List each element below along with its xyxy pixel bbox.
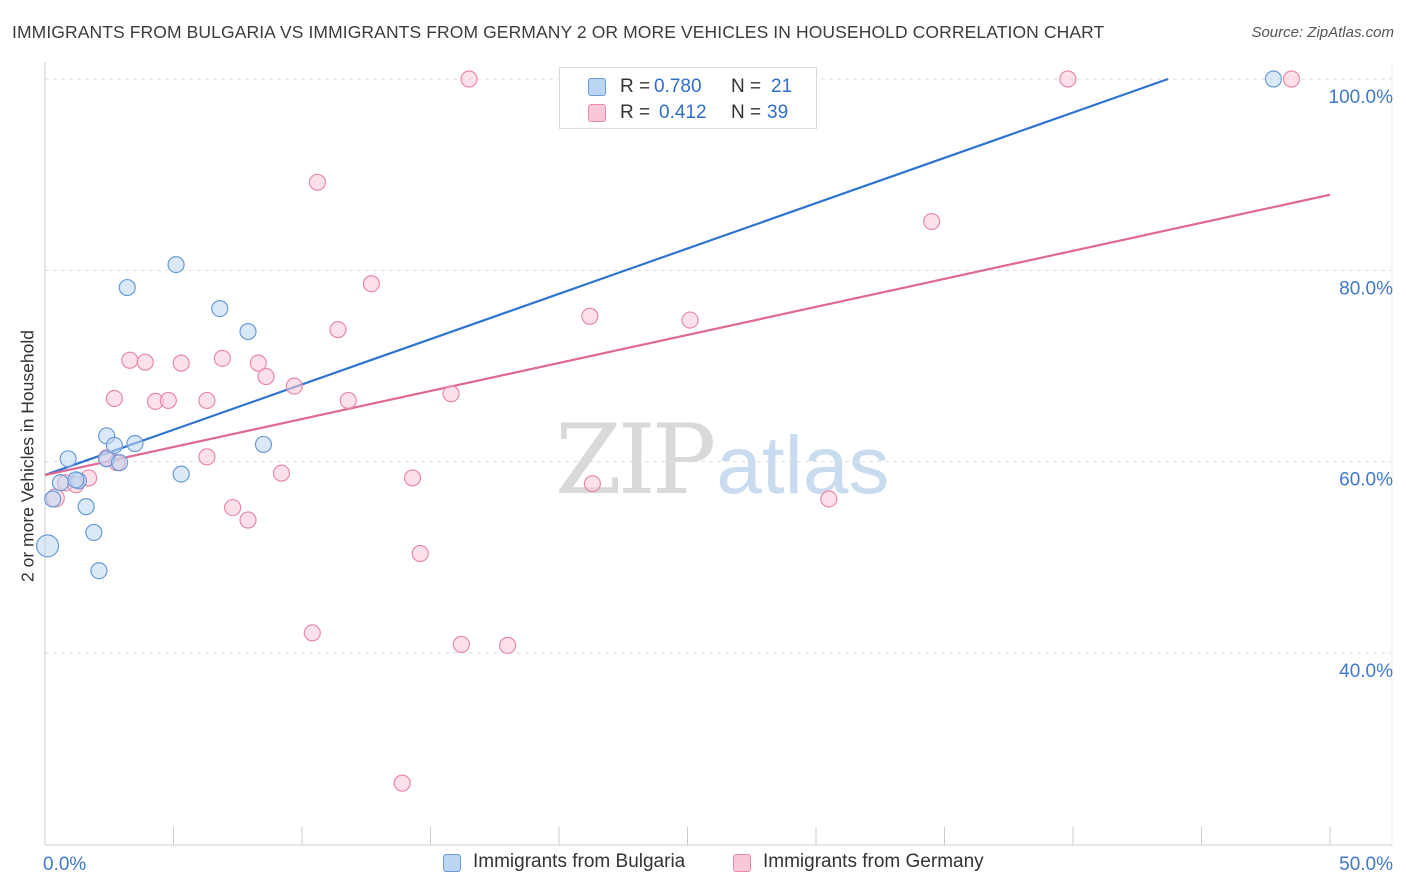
data-point-bulgaria [239,322,257,341]
y-axis-title: 2 or more Vehicles in Household [17,330,38,582]
axis-layer [44,62,1393,846]
data-point-germany [820,490,838,508]
data-point-germany [272,464,291,482]
y-tick-label: 40.0% [1339,661,1393,682]
data-point-germany [198,448,216,466]
bottom-legend-swatch-bulgaria [443,854,461,872]
data-point-germany [339,391,357,410]
data-point-germany [257,367,275,386]
data-point-germany [249,354,267,372]
correlation-legend: R = 0.780 N = 21 R = 0.412 N = 39 [559,67,817,129]
data-point-germany [1059,70,1077,88]
data-point-bulgaria [67,471,85,489]
legend-r-label: R = [620,102,651,123]
data-point-bulgaria [77,498,95,516]
data-point-germany [681,311,699,329]
legend-r-value: 0.780 [654,76,702,97]
y-tick-label: 100.0% [1329,87,1394,108]
data-point-germany [308,173,327,191]
data-point-germany [460,70,478,88]
data-point-germany [1282,70,1301,88]
bottom-legend-label-bulgaria: Immigrants from Bulgaria [473,851,686,872]
data-point-germany [923,212,941,231]
x-tick-label: 0.0% [43,854,86,875]
data-point-germany [136,353,154,371]
chart-title: IMMIGRANTS FROM BULGARIA VS IMMIGRANTS F… [12,22,1105,42]
data-point-bulgaria [51,474,70,492]
point-layer [35,70,1301,792]
tick-label-layer: 40.0% 60.0% 80.0% 100.0% 0.0% 50.0% [43,87,1393,875]
legend-n-label: N = [731,102,762,123]
source-credit: Source: ZipAtlas.com [1251,24,1394,41]
legend-r-label: R = [620,76,651,97]
data-point-germany [442,385,460,403]
legend-n-value: 39 [767,102,789,123]
data-point-germany [403,469,422,487]
trendline-bulgaria [44,77,1169,477]
x-tick-label: 50.0% [1339,854,1393,875]
data-point-germany [393,774,411,792]
data-point-germany [105,389,123,408]
data-point-germany [499,636,517,654]
legend-n-value: 21 [771,76,793,97]
data-point-germany [581,307,599,325]
trend-layer [44,77,1331,477]
data-point-bulgaria [90,562,108,580]
data-point-germany [198,391,216,410]
data-point-bulgaria [35,534,60,558]
data-point-germany [285,377,303,395]
data-point-bulgaria [1264,70,1283,88]
legend-swatch-germany [588,104,606,122]
bottom-legend-label-germany: Immigrants from Germany [763,851,984,872]
data-point-bulgaria [105,436,123,455]
data-point-bulgaria [167,255,185,274]
data-point-germany [303,624,321,642]
data-point-bulgaria [118,278,136,297]
y-tick-label: 60.0% [1339,470,1393,491]
data-point-bulgaria [44,490,62,508]
data-point-germany [239,511,257,529]
legend-n-label: N = [731,76,762,97]
data-point-germany [172,354,190,372]
data-point-germany [452,635,470,653]
legend-swatch-bulgaria [588,78,606,96]
data-point-bulgaria [211,300,229,318]
data-point-germany [121,351,139,369]
data-point-germany [329,321,347,339]
data-point-germany [583,475,602,493]
data-point-germany [213,349,231,367]
bottom-legend-swatch-germany [733,854,751,872]
data-point-bulgaria [85,523,103,542]
data-point-bulgaria [172,465,190,483]
legend-r-value: 0.412 [659,102,707,123]
data-point-germany [159,391,177,410]
data-point-germany [362,275,380,293]
data-point-bulgaria [254,435,273,454]
data-point-bulgaria [110,454,129,472]
y-tick-label: 80.0% [1339,278,1393,299]
data-point-bulgaria [126,434,144,453]
grid-layer [45,78,1392,654]
data-point-germany [224,498,242,517]
data-point-bulgaria [59,450,77,468]
data-point-germany [411,544,429,563]
trendline-germany [44,193,1331,477]
